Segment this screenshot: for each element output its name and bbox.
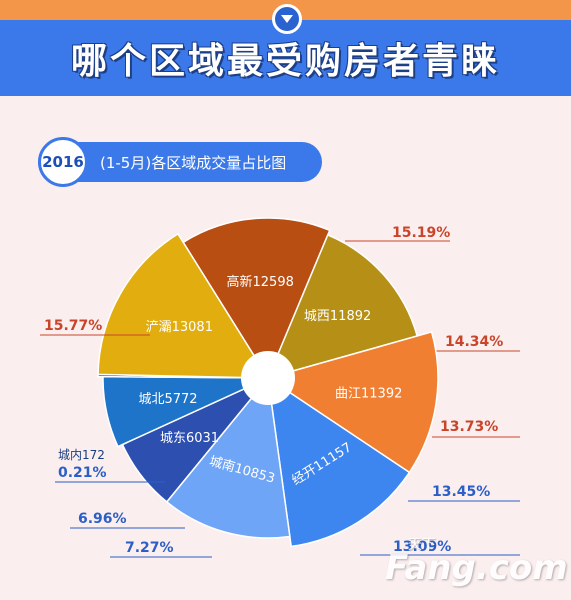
percent-label-城北: 6.96% [78,511,127,527]
slice-label-城内: 城内172 [58,448,105,462]
fang-logo-watermark: Fang.com [385,548,568,588]
slice-label-城西: 城西11892 [304,309,371,324]
page-title: 哪个区域最受购房者青睐 [70,41,500,82]
percent-label-浐灞: 15.77% [44,318,102,334]
slice-label-浐灞: 浐灞13081 [146,320,213,335]
year-badge: 2016 [38,137,88,187]
slice-label-城东: 城东6031 [160,431,219,446]
pie-slice-经开 [267,376,411,548]
pie-slice-高新 [182,217,331,380]
percent-label-城内: 0.21% [58,465,107,481]
dropdown-button[interactable] [272,4,302,34]
pie-slice-曲江 [266,331,439,474]
slice-label-曲江: 曲江11392 [335,387,402,402]
slice-label-高新: 高新12598 [227,274,294,290]
slice-label-城北: 城北5772 [138,392,197,407]
pie-slice-城西 [266,233,419,380]
pie-center-hole [241,351,295,405]
percent-label-城南: 13.09% [393,539,451,555]
percent-label-城西: 14.34% [445,334,503,350]
watermark-text: 天下 [408,537,436,553]
percent-label-曲江: 13.73% [440,419,498,435]
percent-label-高新: 15.19% [392,225,450,241]
header-banner: 哪个区域最受购房者青睐 [0,20,571,96]
percent-label-城东: 7.27% [125,540,174,556]
percent-label-经开: 13.45% [432,484,490,500]
pie-slice-城南 [165,376,291,539]
pie-slice-浐灞 [97,232,270,379]
chevron-down-icon [281,15,293,23]
chart-subtitle: (1-5月)各区域成交量占比图 [100,154,287,172]
